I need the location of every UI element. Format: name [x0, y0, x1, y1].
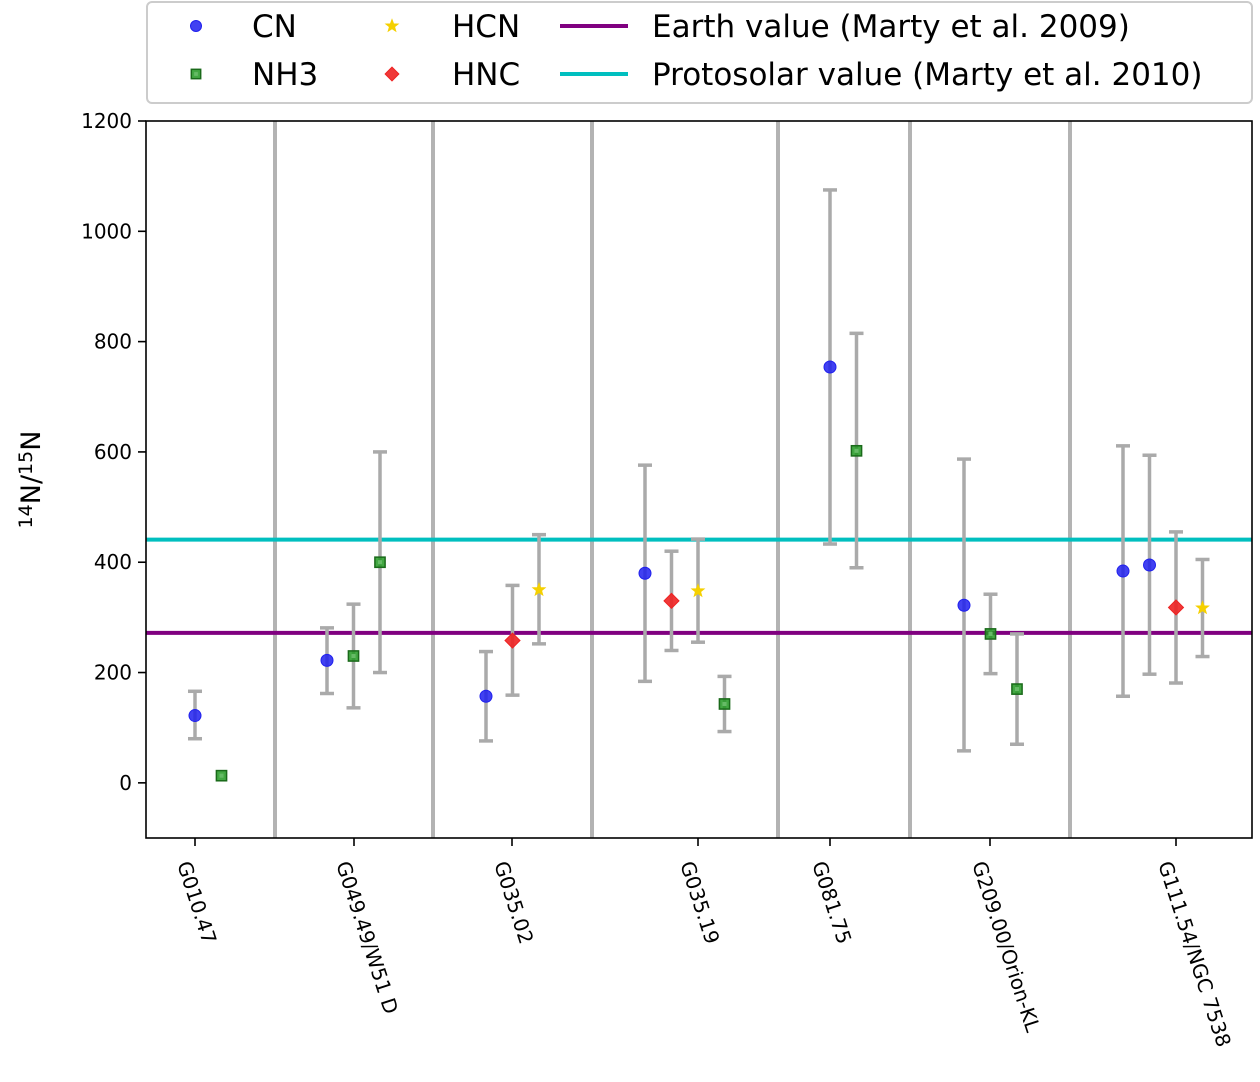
data-point-cn [823, 360, 837, 374]
data-point-hcn [1195, 600, 1210, 615]
legend-label: CN [252, 9, 297, 45]
legend-label: Protosolar value (Marty et al. 2010) [652, 57, 1202, 93]
y-axis-label-part: 14 [15, 504, 37, 528]
data-point-cn [957, 598, 971, 612]
data-point-nh3-core [377, 560, 383, 565]
y-axis-label: 14N/15N [15, 431, 47, 529]
y-axis-label-part: N/ [16, 474, 47, 504]
legend-label: Earth value (Marty et al. 2009) [652, 9, 1130, 45]
y-axis-label-part: 15 [15, 451, 37, 475]
y-tick-label: 600 [94, 440, 132, 464]
data-point-hnc [504, 632, 521, 649]
legend-label: HCN [452, 9, 520, 45]
data-point-cn [188, 709, 202, 723]
data-point-cn [320, 653, 334, 667]
data-point-hcn [690, 583, 706, 598]
legend-marker-hnc [384, 66, 400, 82]
data-point-hnc [663, 592, 680, 610]
legend-box [146, 1, 1253, 104]
data-point-nh3-core [854, 448, 859, 453]
y-axis-ticks: 0 200 400 600 800 1000 1200 [81, 109, 146, 795]
data-point-nh3-core [351, 653, 356, 659]
data-point-cn [1116, 564, 1130, 578]
group-separators [273, 121, 1072, 838]
legend-label: NH3 [252, 57, 318, 93]
legend-marker-nh3-core [194, 72, 198, 76]
data-point-nh3-core [988, 631, 993, 636]
data-point-nh3-core [1014, 687, 1020, 692]
y-tick-label: 800 [94, 330, 132, 354]
data-point-cn [1143, 558, 1156, 572]
y-tick-label: 0 [119, 771, 132, 795]
legend-label: HNC [452, 57, 520, 93]
legend-marker-hcn [384, 18, 400, 33]
data-point-cn [479, 689, 493, 703]
y-tick-label: 200 [94, 661, 132, 685]
legend-marker-cn [190, 20, 202, 32]
plot-frame [145, 120, 1253, 839]
data-point-nh3-core [219, 773, 224, 778]
y-tick-label: 1200 [81, 109, 132, 133]
data-markers [188, 360, 1210, 782]
data-point-nh3-core [722, 701, 727, 707]
y-tick-label: 1000 [81, 219, 132, 243]
data-point-hcn [531, 582, 547, 597]
y-axis-label-part: N [16, 431, 47, 451]
data-point-hnc [1167, 599, 1185, 616]
legend: CN NH3 HCN HNC Earth value (Marty et al. 200… [146, 1, 1253, 104]
y-tick-label: 400 [94, 550, 132, 574]
data-point-cn [638, 566, 652, 580]
